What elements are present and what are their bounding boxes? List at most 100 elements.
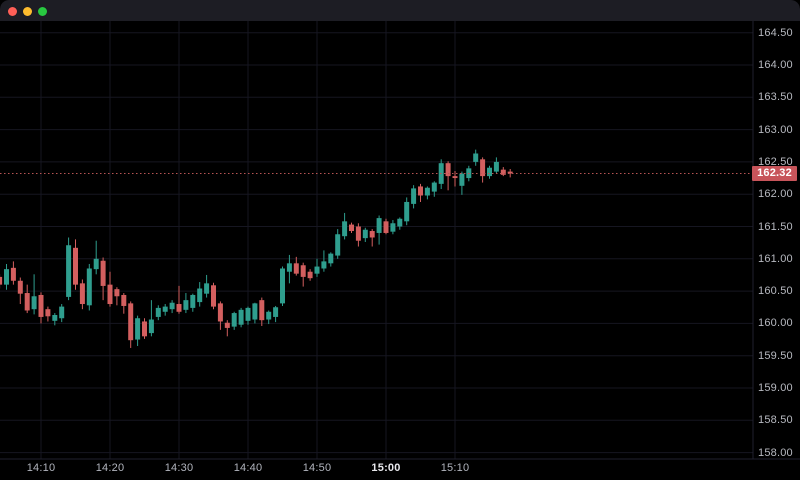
candle-body bbox=[404, 201, 410, 222]
candle[interactable] bbox=[204, 274, 210, 298]
candle[interactable] bbox=[300, 262, 306, 287]
candle[interactable] bbox=[376, 215, 382, 245]
candle[interactable] bbox=[31, 274, 37, 315]
candle[interactable] bbox=[459, 171, 465, 195]
candle[interactable] bbox=[224, 320, 230, 337]
minimize-window-button[interactable] bbox=[23, 6, 32, 16]
candle[interactable] bbox=[121, 293, 127, 314]
candle[interactable] bbox=[183, 293, 189, 314]
candle[interactable] bbox=[128, 301, 134, 348]
candle[interactable] bbox=[404, 197, 410, 226]
candle[interactable] bbox=[66, 237, 72, 301]
candle[interactable] bbox=[231, 311, 237, 330]
candle[interactable] bbox=[252, 302, 258, 324]
candle-body bbox=[231, 313, 237, 327]
candle[interactable] bbox=[355, 223, 361, 247]
close-window-button[interactable] bbox=[8, 6, 17, 16]
candle-body bbox=[418, 186, 423, 196]
candle[interactable] bbox=[286, 254, 292, 284]
candle-body bbox=[273, 307, 279, 317]
candle[interactable] bbox=[59, 304, 65, 323]
candle[interactable] bbox=[424, 186, 430, 200]
candle[interactable] bbox=[107, 271, 113, 307]
candle[interactable] bbox=[293, 256, 299, 276]
candle[interactable] bbox=[452, 170, 458, 187]
candle[interactable] bbox=[245, 306, 251, 325]
candle[interactable] bbox=[273, 305, 279, 323]
candle-body bbox=[376, 218, 382, 233]
candle[interactable] bbox=[342, 212, 348, 240]
candle[interactable] bbox=[197, 282, 203, 307]
price-axis-label: 163.50 bbox=[758, 91, 793, 104]
candle[interactable] bbox=[45, 306, 51, 322]
candle[interactable] bbox=[169, 300, 175, 314]
candle-body bbox=[142, 321, 147, 337]
candle[interactable] bbox=[24, 284, 30, 314]
candle[interactable] bbox=[93, 240, 99, 275]
candle[interactable] bbox=[431, 181, 437, 197]
candle[interactable] bbox=[86, 263, 92, 311]
zoom-window-button[interactable] bbox=[38, 6, 47, 16]
candle[interactable] bbox=[349, 222, 354, 233]
candle-body bbox=[17, 280, 23, 294]
candle[interactable] bbox=[390, 220, 396, 235]
candle[interactable] bbox=[162, 304, 168, 316]
candle[interactable] bbox=[114, 287, 120, 306]
candle[interactable] bbox=[211, 282, 216, 310]
candle[interactable] bbox=[280, 266, 285, 306]
candle[interactable] bbox=[0, 274, 3, 289]
candle[interactable] bbox=[266, 310, 272, 325]
candle-body bbox=[369, 231, 375, 238]
candle[interactable] bbox=[362, 227, 368, 243]
candle[interactable] bbox=[10, 261, 16, 285]
candle[interactable] bbox=[176, 285, 182, 314]
candle-body bbox=[38, 294, 44, 317]
candle-body bbox=[86, 268, 92, 306]
candle[interactable] bbox=[411, 185, 417, 209]
candle-body bbox=[349, 224, 354, 232]
candle[interactable] bbox=[473, 149, 479, 166]
candle[interactable] bbox=[328, 252, 334, 267]
candle-body bbox=[500, 169, 506, 175]
candle[interactable] bbox=[259, 297, 265, 326]
candle[interactable] bbox=[135, 315, 141, 347]
candle[interactable] bbox=[487, 165, 492, 179]
candle[interactable] bbox=[507, 169, 513, 178]
candle-body bbox=[93, 258, 99, 270]
candle[interactable] bbox=[190, 293, 196, 312]
candle[interactable] bbox=[500, 167, 506, 177]
candle-body bbox=[238, 309, 244, 325]
candle[interactable] bbox=[38, 292, 44, 324]
window-titlebar[interactable] bbox=[0, 0, 800, 21]
candle[interactable] bbox=[335, 229, 341, 259]
candle[interactable] bbox=[480, 157, 486, 183]
candle[interactable] bbox=[155, 305, 161, 321]
candle-body bbox=[190, 294, 196, 308]
candle[interactable] bbox=[52, 313, 58, 326]
candle[interactable] bbox=[445, 161, 451, 191]
candle[interactable] bbox=[217, 301, 223, 330]
candle[interactable] bbox=[148, 300, 154, 337]
candle[interactable] bbox=[383, 218, 389, 235]
candle[interactable] bbox=[493, 157, 499, 174]
candle[interactable] bbox=[17, 277, 23, 305]
candle[interactable] bbox=[438, 159, 444, 190]
candle[interactable] bbox=[142, 318, 147, 339]
price-axis-label: 160.50 bbox=[758, 285, 793, 298]
time-axis-label: 14:20 bbox=[95, 462, 125, 474]
candle-body bbox=[183, 300, 189, 310]
candle[interactable] bbox=[369, 229, 375, 247]
candle[interactable] bbox=[79, 279, 85, 310]
candle[interactable] bbox=[73, 239, 78, 290]
candle-body bbox=[328, 253, 334, 264]
candle[interactable] bbox=[418, 183, 423, 202]
candle[interactable] bbox=[314, 258, 320, 277]
candle[interactable] bbox=[100, 257, 106, 301]
candle[interactable] bbox=[307, 269, 313, 281]
candle[interactable] bbox=[238, 307, 244, 328]
candle[interactable] bbox=[397, 217, 403, 230]
candle-body bbox=[176, 304, 182, 312]
candle[interactable] bbox=[4, 263, 9, 290]
candle[interactable] bbox=[321, 250, 327, 272]
